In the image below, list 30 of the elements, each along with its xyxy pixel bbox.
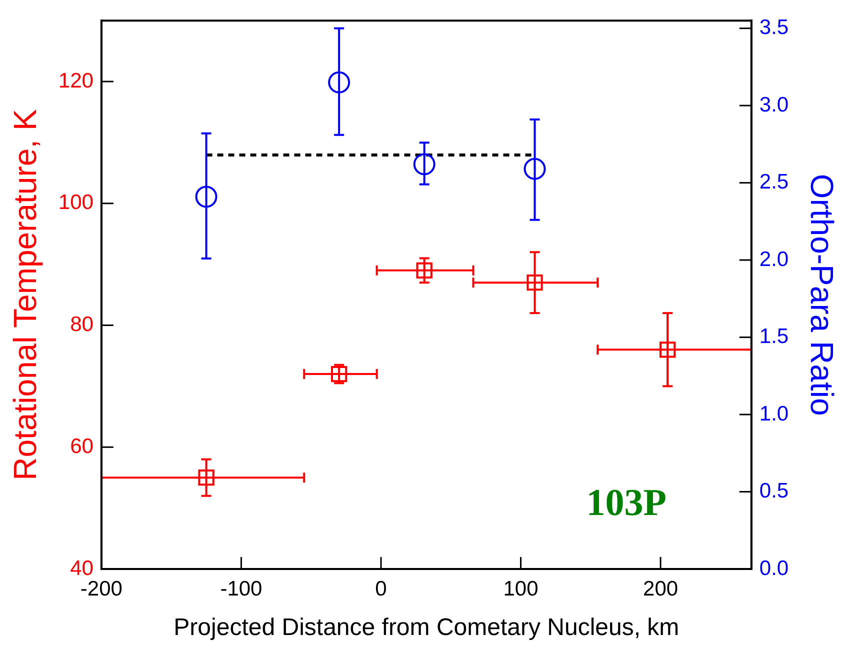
point: [198, 470, 214, 486]
point: [416, 262, 432, 278]
x-axis-title: Projected Distance from Cometary Nucleus, km: [174, 614, 680, 642]
point: [413, 153, 436, 176]
x-tick-label: -200: [80, 577, 122, 600]
y2-tick-label: 0.5: [759, 480, 789, 503]
y-tick-label: 100: [58, 191, 94, 214]
y2-tick-label: 2.5: [759, 170, 789, 194]
y-tick-label: 40: [70, 556, 94, 580]
point: [526, 274, 543, 291]
point: [659, 342, 676, 358]
y-axis-title: Rotational Temperature, K: [7, 109, 44, 480]
y-tick-label: 80: [70, 313, 94, 336]
point: [328, 71, 350, 94]
annotation: 103P: [586, 482, 666, 524]
point: [195, 186, 218, 208]
y2-tick-label: 1.0: [759, 402, 789, 426]
y2-tick-label: 1.5: [759, 325, 789, 348]
y2-tick-label: 3.0: [759, 93, 789, 116]
x-tick-label: 0: [375, 577, 387, 600]
y2-tick-label: 2.0: [759, 248, 789, 271]
x-tick-label: 200: [643, 577, 678, 600]
point: [524, 158, 546, 180]
y-tick-label: 60: [70, 434, 94, 458]
y-tick-label: 120: [58, 69, 94, 92]
x-tick-label: 100: [503, 577, 538, 600]
y2-tick-label: 0.0: [759, 556, 789, 580]
y2-tick-label: 3.5: [759, 16, 789, 40]
x-tick-label: -100: [220, 577, 262, 600]
y2-axis-title: Ortho-Para Ratio: [804, 174, 840, 416]
